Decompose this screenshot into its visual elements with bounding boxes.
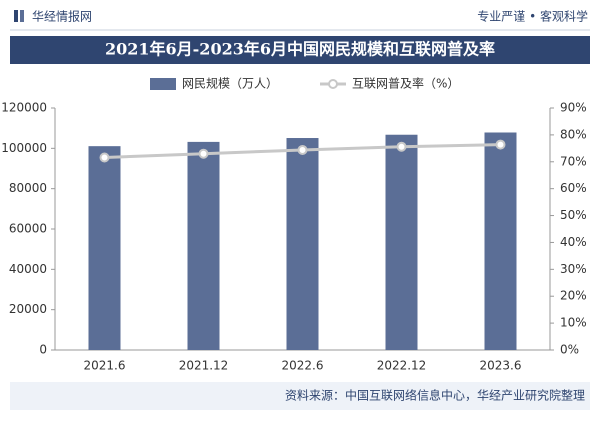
bar — [484, 132, 517, 350]
point — [99, 152, 110, 163]
y2-tick-label: 70% — [560, 154, 587, 168]
y-tick-label: 80000 — [9, 181, 47, 195]
bar — [385, 134, 418, 350]
slogan: 专业严谨 • 客观科学 — [477, 9, 588, 24]
chart-title: 2021年6月-2023年6月中国网民规模和互联网普及率 — [105, 40, 495, 59]
y2-tick-label: 60% — [560, 181, 587, 195]
logo — [14, 10, 18, 22]
point — [396, 141, 407, 152]
logo — [20, 10, 24, 22]
y2-tick-label: 50% — [560, 208, 587, 222]
x-tick-label: 2022.12 — [377, 359, 427, 373]
x-tick-label: 2021.6 — [84, 359, 126, 373]
y-tick-label: 100000 — [1, 141, 47, 155]
title-band — [10, 36, 590, 64]
legend-swatch — [328, 79, 338, 89]
y2-tick-label: 0% — [560, 343, 579, 357]
point — [495, 139, 506, 150]
y-tick-label: 60000 — [9, 222, 47, 236]
bar — [88, 146, 121, 350]
y-tick-label: 40000 — [9, 262, 47, 276]
brand: 华经情报网 — [32, 9, 92, 24]
y-tick-label: 20000 — [9, 302, 47, 316]
y2-tick-label: 80% — [560, 127, 587, 141]
y2-tick-label: 90% — [560, 101, 587, 115]
y2-tick-label: 10% — [560, 316, 587, 330]
y2-tick-label: 20% — [560, 289, 587, 303]
bar — [187, 141, 220, 350]
point — [198, 148, 209, 159]
source: 资料来源：中国互联网络信息中心，华经产业研究院整理 — [285, 388, 585, 403]
y-tick-label: 0 — [39, 343, 47, 357]
y2-tick-label: 30% — [560, 262, 587, 276]
point — [297, 144, 308, 155]
bar — [286, 138, 319, 350]
y-tick-label: 120000 — [1, 101, 47, 115]
legend-swatch — [150, 78, 176, 90]
x-tick-label: 2021.12 — [179, 359, 229, 373]
legend-label: 互联网普及率（%） — [352, 76, 459, 91]
x-tick-label: 2022.6 — [282, 359, 324, 373]
legend-label: 网民规模（万人） — [182, 76, 278, 91]
x-tick-label: 2023.6 — [480, 359, 522, 373]
y2-tick-label: 40% — [560, 235, 587, 249]
footer-band — [10, 382, 590, 410]
